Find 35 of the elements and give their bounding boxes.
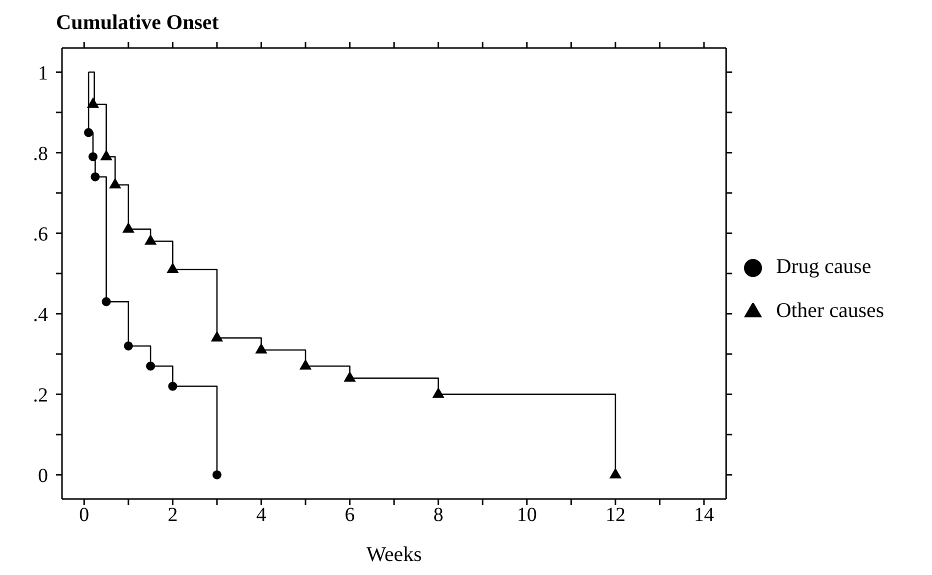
point <box>255 342 268 354</box>
point <box>124 341 133 350</box>
x-tick-label: 0 <box>79 504 90 526</box>
legend-label: Drug cause <box>776 254 872 278</box>
y-tick-label: 0 <box>38 464 48 487</box>
point <box>609 468 622 478</box>
x-tick-label: 8 <box>433 504 444 526</box>
point <box>122 222 134 233</box>
point <box>210 330 224 342</box>
x-tick-label: 2 <box>168 504 178 526</box>
x-tick-label: 10 <box>516 504 537 526</box>
point <box>109 178 122 188</box>
point <box>432 387 444 398</box>
y-tick-label: .8 <box>33 142 48 165</box>
x-tick-label: 12 <box>605 504 626 526</box>
point <box>166 262 179 273</box>
y-tick-label: .2 <box>33 384 48 406</box>
point <box>102 297 111 306</box>
point <box>86 97 100 108</box>
point <box>212 470 222 480</box>
chart-title: Cumulative Onset <box>56 10 219 35</box>
x-tick-label: 14 <box>694 504 714 526</box>
y-tick-label: 1 <box>38 62 48 84</box>
x-axis-title: Weeks <box>366 542 422 566</box>
point <box>144 234 157 245</box>
legend-label: Other causes <box>776 298 884 322</box>
y-tick-label: .6 <box>33 223 48 246</box>
point <box>344 371 356 382</box>
x-tick-label: 4 <box>256 504 266 526</box>
x-tick-label: 6 <box>344 504 355 526</box>
point <box>146 362 156 371</box>
point <box>299 359 312 370</box>
point <box>100 150 112 160</box>
point <box>168 382 178 391</box>
y-tick-label: .4 <box>33 304 48 326</box>
